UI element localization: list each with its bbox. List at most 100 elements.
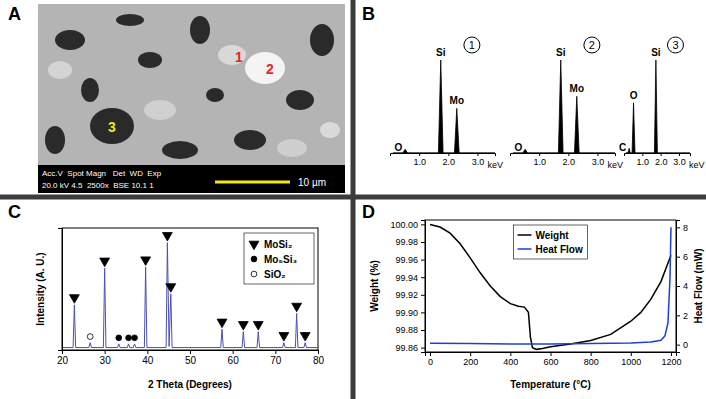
tick-mark [598, 153, 599, 156]
scale-bar [215, 181, 290, 184]
sem-background [38, 4, 345, 193]
tick: 99.96 [395, 255, 425, 265]
tick-label: 40 [142, 355, 154, 366]
tick: 70 [270, 350, 282, 366]
tick-label: 0 [683, 340, 688, 350]
axis-title: Heat Flow (mW) [693, 249, 704, 324]
pattern-line [62, 243, 318, 348]
peak-marker [100, 258, 110, 267]
grain [81, 78, 99, 102]
tick-mark [671, 352, 672, 356]
tick-mark [421, 224, 425, 225]
x-axis-line [63, 351, 319, 355]
tick-label: 1.0 [413, 157, 426, 167]
tick: 2.0 [655, 153, 668, 167]
tick-mark [147, 350, 148, 354]
tick-mark [275, 350, 276, 354]
tick-mark [430, 352, 431, 356]
series-line [430, 227, 671, 344]
panel-a: 123Acc.V Spot Magn Det WD Exp20.0 kV 4.5… [38, 4, 345, 193]
axis-title: keV [608, 160, 624, 170]
tick: 1200 [661, 352, 681, 367]
tick-label: 600 [543, 357, 558, 367]
tick-label: 70 [270, 355, 282, 366]
plot-area [62, 232, 318, 347]
tick-label: 1.0 [637, 157, 650, 167]
tick: 3.0 [472, 153, 485, 167]
tick: 99.92 [395, 290, 425, 300]
tick: 99.86 [395, 343, 425, 353]
legend-swatch [518, 234, 532, 236]
tick-mark [510, 352, 511, 356]
tick-mark [448, 153, 449, 156]
tick-label: 99.94 [395, 273, 418, 283]
peak-label: Si [556, 47, 566, 58]
tick: 50 [185, 350, 197, 366]
grain [90, 108, 134, 144]
tick-mark [419, 153, 420, 156]
tick-label: 1.0 [533, 157, 546, 167]
peak-marker [162, 232, 172, 241]
tick-mark [676, 286, 680, 287]
legend-swatch [518, 248, 532, 250]
peak-marker [126, 335, 132, 341]
tick-mark [421, 260, 425, 261]
tick: 2 [676, 311, 688, 321]
tick-label: 60 [228, 355, 240, 366]
legend-label: Heat Flow [536, 244, 583, 255]
tick: 1.0 [637, 153, 650, 167]
grain [310, 24, 334, 56]
x-axis: 1.02.03.0 [391, 153, 496, 167]
tick-mark [676, 345, 680, 346]
grain [218, 45, 246, 65]
tick: 3.0 [673, 153, 686, 167]
spectrum-name: 2 [589, 39, 595, 51]
grain [48, 61, 72, 79]
tick-label: 0 [428, 357, 433, 367]
plot-frame [425, 220, 676, 352]
tick-mark [105, 350, 106, 354]
tick-mark [421, 242, 425, 243]
tick: 0 [428, 352, 433, 367]
axis-title: Temperature (°C) [510, 379, 591, 390]
tick: 800 [584, 352, 599, 367]
axis-title: 2 Theta (Degrees) [148, 379, 232, 390]
spectrum-marker-circle [667, 37, 683, 53]
x-axis-line [511, 154, 616, 157]
info-bar [38, 165, 345, 193]
axis-title: keV [488, 160, 504, 170]
grain [190, 16, 210, 44]
peak-label: Si [651, 47, 661, 58]
y2-axis-line [677, 221, 681, 353]
grain [45, 126, 65, 154]
panel-b: 1.02.03.0keV1OSiMo1.02.03.0keV2OSiMo1.02… [391, 37, 705, 170]
tick-label: 200 [463, 357, 478, 367]
peak-label: Mo [570, 83, 584, 94]
spectrum: 1.02.03.0keV1OSiMo [391, 37, 504, 170]
plot-area [430, 224, 671, 349]
tick: 8 [676, 223, 688, 233]
tick: 1000 [621, 352, 641, 367]
peak-label: C [619, 142, 626, 153]
panel-label: C [8, 202, 21, 222]
y-axis-line [421, 221, 426, 353]
spectrum-marker-circle [584, 37, 600, 53]
tick-mark [318, 350, 319, 354]
tick-label: 8 [683, 223, 688, 233]
tick-label: 2.0 [655, 157, 668, 167]
tick-mark [631, 352, 632, 356]
grain [55, 30, 85, 50]
tick-label: 99.90 [395, 308, 418, 318]
tick-mark [676, 257, 680, 258]
axis-title: Weight (%) [369, 260, 380, 311]
spectrum: 1.02.03.0keV3COSi [619, 37, 705, 170]
tick-label: 4 [683, 281, 688, 291]
tick: 99.98 [395, 237, 425, 247]
tick: 60 [228, 350, 240, 366]
tick-mark [478, 153, 479, 156]
peak-label: O [514, 142, 522, 153]
legend: WeightHeat Flow [514, 225, 588, 259]
tick-mark [661, 153, 662, 156]
tick-label: 3.0 [592, 157, 605, 167]
peak-label: Mo [450, 95, 464, 106]
